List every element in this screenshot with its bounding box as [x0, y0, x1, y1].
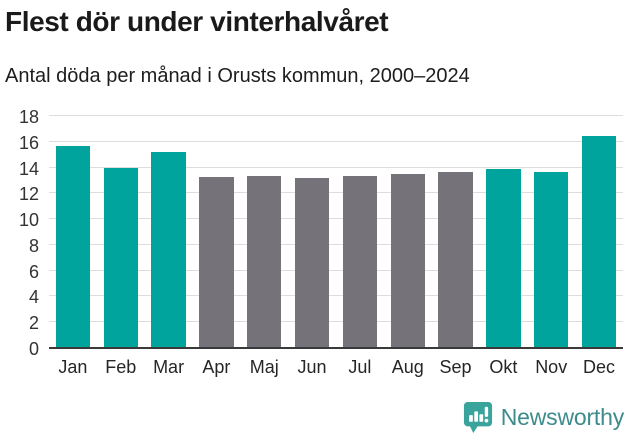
bar-apr [199, 176, 234, 347]
bar-slot [192, 117, 240, 347]
x-tick-label: Mar [153, 357, 185, 377]
x-tick-label: Apr [202, 357, 231, 377]
bar-dec [581, 135, 617, 347]
gridline [49, 295, 623, 297]
bar-chart: 0 2 4 6 8 10 12 14 16 18 Jan Feb Mar Apr Maj Jun Jul Aug… [5, 108, 623, 378]
y-tick-label: 8 [28, 235, 39, 256]
x-axis: Jan Feb Mar Apr Maj Jun Jul Aug Sep Okt Nov Dec [49, 357, 623, 378]
bar-okt [486, 169, 521, 347]
bar-slot [288, 117, 336, 347]
bar-slot [479, 117, 527, 347]
bar-slot [240, 117, 288, 347]
bar-jul [342, 175, 378, 347]
y-tick-label: 2 [28, 313, 39, 334]
bar-slot [432, 117, 480, 347]
bar-slot [145, 117, 193, 347]
gridline [49, 321, 623, 323]
x-tick-label: Jul [348, 357, 372, 377]
gridline [49, 140, 623, 142]
gridline [49, 218, 623, 220]
bar-jan [55, 145, 91, 347]
y-tick-label: 0 [28, 339, 39, 359]
bar-jun [294, 178, 330, 347]
page-title: Flest dör under vinterhalvåret [5, 6, 389, 37]
gridline [49, 115, 623, 116]
gridline [49, 243, 623, 245]
y-tick-label: 6 [28, 261, 39, 282]
x-tick-label: Aug [391, 357, 424, 377]
bar-aug [390, 174, 425, 347]
x-tick-label: Jan [58, 357, 88, 377]
bar-slot [575, 117, 623, 347]
y-tick-label: 4 [28, 287, 39, 308]
gridline [49, 166, 623, 168]
newsworthy-bubble-bar-chart-icon [463, 402, 492, 433]
bars-container [49, 117, 623, 347]
bar-maj [247, 175, 282, 347]
plot-area [49, 115, 623, 349]
x-tick-label: Feb [105, 357, 137, 377]
x-tick-label: Sep [439, 357, 472, 377]
y-tick-label: 16 [18, 132, 39, 153]
bar-nov [533, 171, 569, 347]
bar-slot [384, 117, 432, 347]
brand-wordmark: Newsworthy [500, 404, 624, 430]
y-tick-label: 18 [18, 107, 39, 127]
y-tick-label: 14 [18, 158, 39, 179]
gridline [49, 192, 623, 194]
y-tick-label: 10 [18, 210, 39, 231]
x-tick-label: Okt [489, 357, 518, 377]
brand-footer: Newsworthy [463, 401, 624, 434]
gridline [49, 269, 623, 271]
bar-slot [49, 117, 97, 347]
y-tick-label: 12 [18, 184, 39, 205]
plot-row: 0 2 4 6 8 10 12 14 16 18 [5, 108, 623, 358]
x-tick-label: Nov [535, 357, 568, 377]
bar-slot [97, 117, 145, 347]
x-tick-label: Dec [583, 357, 616, 377]
x-tick-label: Maj [249, 357, 279, 377]
bar-sep [438, 171, 473, 347]
bar-feb [103, 167, 138, 347]
bar-slot [527, 117, 575, 347]
y-axis: 0 2 4 6 8 10 12 14 16 18 [5, 108, 43, 358]
x-tick-label: Jun [297, 357, 327, 377]
page-subtitle: Antal döda per månad i Orusts kommun, 20… [5, 65, 470, 87]
bar-mar [151, 152, 186, 347]
bar-slot [336, 117, 384, 347]
